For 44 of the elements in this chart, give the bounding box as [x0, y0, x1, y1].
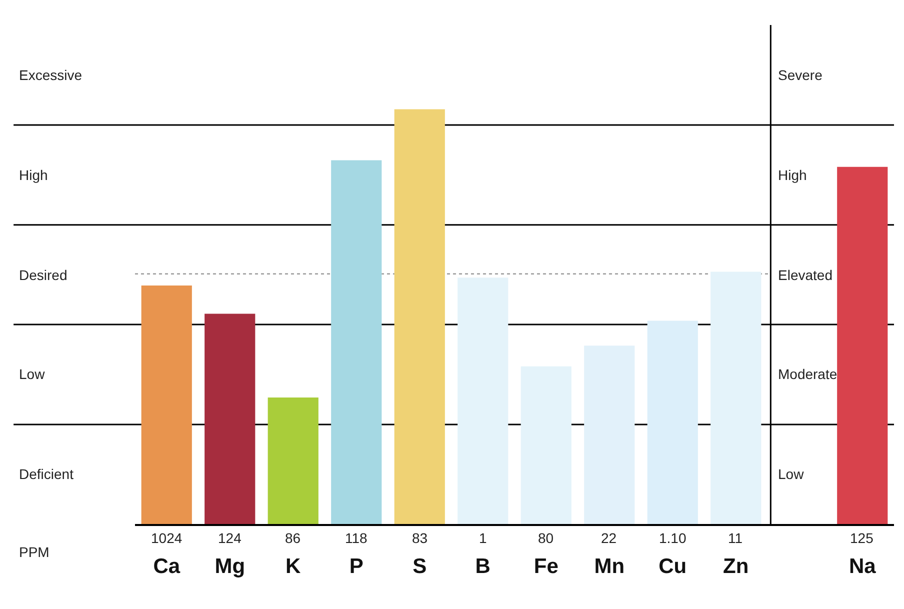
x-tick-label: S: [412, 554, 427, 578]
x-tick-label: Zn: [723, 554, 749, 578]
bar: [331, 160, 382, 524]
text: 22: [601, 530, 617, 546]
text: Low: [19, 366, 46, 382]
x-tick-label: Na: [848, 554, 876, 578]
bar: [268, 397, 318, 524]
x-tick-label: Cu: [658, 554, 687, 578]
text: 11: [728, 530, 743, 546]
bar: [837, 166, 888, 524]
text: 124: [218, 530, 242, 546]
annotation: High: [778, 167, 807, 183]
text: PPM: [19, 544, 50, 560]
x-tick-label: Fe: [534, 554, 558, 578]
text: 1024: [151, 530, 182, 546]
x-tick-label: P: [349, 554, 364, 578]
text: High: [19, 167, 48, 183]
text: 80: [538, 530, 554, 546]
text: 86: [285, 530, 301, 546]
text: Excessive: [19, 67, 82, 83]
text: Deficient: [19, 466, 74, 482]
text: 1: [479, 530, 487, 546]
bar: [458, 278, 508, 524]
x-tick-label: Mg: [214, 554, 246, 578]
annotation: Elevated: [778, 267, 832, 283]
text: 1.10: [659, 530, 686, 546]
bar: [647, 320, 698, 524]
annotation: Moderate: [778, 366, 838, 382]
x-tick-label: Ca: [153, 554, 180, 578]
bar: [394, 109, 445, 524]
x-tick-label: Mn: [594, 554, 625, 578]
bar: [584, 346, 635, 524]
bar: [204, 314, 256, 524]
text: 83: [412, 530, 428, 546]
text: 118: [345, 530, 368, 546]
bar: [710, 272, 762, 524]
text: 125: [850, 530, 874, 546]
annotation: Low: [778, 466, 805, 482]
bar: [520, 366, 572, 524]
x-tick-label: K: [286, 554, 301, 578]
bar: [141, 285, 192, 524]
x-tick-label: B: [475, 554, 490, 578]
text: Severe: [778, 67, 823, 83]
text: Desired: [19, 267, 68, 283]
